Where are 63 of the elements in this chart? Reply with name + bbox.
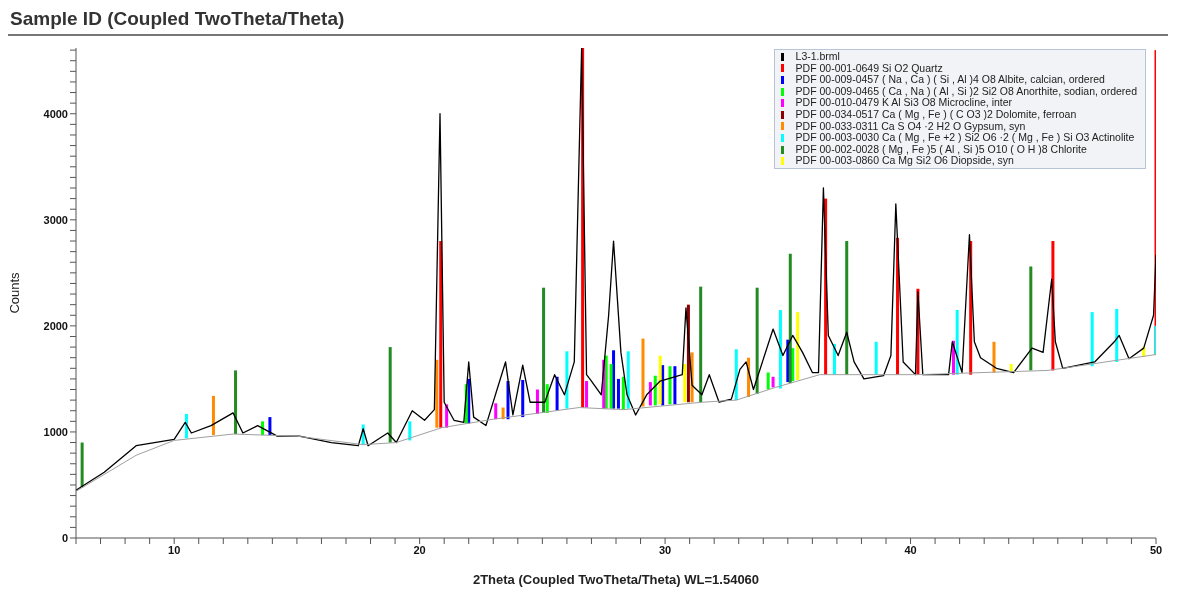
- chart-title: Sample ID (Coupled TwoTheta/Theta): [8, 8, 1168, 36]
- bar: [1090, 312, 1094, 367]
- bar: [766, 372, 770, 390]
- bar: [699, 286, 703, 403]
- legend-label: PDF 00-002-0028 ( Mg , Fe )5 ( Al , Si )5 O10 ( O H )8 Chlorite: [795, 142, 1087, 156]
- x-tick-label: 40: [904, 543, 917, 556]
- bar: [565, 351, 569, 409]
- x-tick-label: 30: [658, 543, 672, 556]
- bar: [653, 375, 657, 406]
- bar: [626, 351, 630, 409]
- legend-label: PDF 00-009-0465 ( Ca , Na ) ( Al , Si )2 Si2 O8 Anorthite, sodian, ordered: [795, 84, 1137, 98]
- bar: [542, 287, 546, 413]
- x-tick-label: 10: [168, 543, 181, 556]
- bar: [1115, 308, 1119, 362]
- line-series: [76, 354, 1156, 492]
- bar: [788, 253, 792, 384]
- y-tick-label: 1000: [43, 425, 68, 438]
- bar: [796, 312, 800, 380]
- line-series: [76, 48, 1156, 491]
- y-axis-title: Counts: [6, 271, 22, 314]
- y-tick-label: 4000: [43, 107, 68, 120]
- bar: [992, 341, 996, 373]
- legend-label: PDF 00-010-0479 K Al Si3 O8 Microcline, inter: [795, 96, 1013, 109]
- bar: [494, 403, 498, 420]
- bar: [585, 381, 589, 408]
- y-tick-label: 3000: [43, 213, 68, 226]
- bar: [845, 241, 849, 375]
- y-tick-label: 0: [61, 531, 68, 544]
- bar: [439, 241, 443, 428]
- bar: [786, 339, 790, 383]
- bar: [755, 287, 759, 394]
- bar: [80, 442, 84, 488]
- bar: [648, 382, 652, 406]
- bar: [211, 395, 215, 436]
- legend-label: PDF 00-009-0457 ( Na , Ca ) ( Si , Al )4 O8 Albite, calcian, ordered: [795, 73, 1105, 86]
- y-tick-label: 2000: [43, 319, 68, 332]
- bar: [668, 366, 672, 405]
- legend-label: PDF 00-001-0649 Si O2 Quartz: [795, 61, 943, 75]
- bar: [268, 417, 272, 436]
- legend-label: PDF 00-003-0030 Ca ( Mg , Fe +2 ) Si2 O6 ·2 ( Mg , Fe ) Si O3 Actinolite: [795, 131, 1135, 144]
- bar: [955, 309, 959, 375]
- bar: [609, 364, 613, 409]
- bar: [658, 355, 662, 405]
- bar: [874, 341, 878, 375]
- legend-label: PDF 00-033-0311 Ca S O4 ·2 H2 O Gypsum, syn: [795, 119, 1026, 133]
- bar: [673, 366, 677, 405]
- bar: [1029, 266, 1033, 371]
- x-tick-label: 20: [413, 543, 426, 556]
- bar: [616, 378, 620, 409]
- bar: [683, 364, 687, 403]
- x-axis-title: 2Theta (Coupled TwoTheta/Theta) WL=1.54060: [472, 572, 760, 587]
- bar: [388, 347, 392, 443]
- legend-label: PDF 00-034-0517 Ca ( Mg , Fe ) ( C O3 )2 Dolomite, ferroan: [795, 107, 1077, 121]
- legend-label: L3-1.brml: [795, 50, 840, 63]
- legend-label: PDF 00-003-0860 Ca Mg Si2 O6 Diopside, syn: [795, 154, 1014, 167]
- bar: [778, 309, 782, 389]
- x-tick-label: 50: [1149, 543, 1163, 556]
- bar: [641, 338, 645, 407]
- bar: [234, 370, 238, 435]
- bar: [771, 376, 775, 388]
- bar: [521, 379, 525, 418]
- bar: [604, 355, 608, 409]
- bar: [621, 376, 625, 410]
